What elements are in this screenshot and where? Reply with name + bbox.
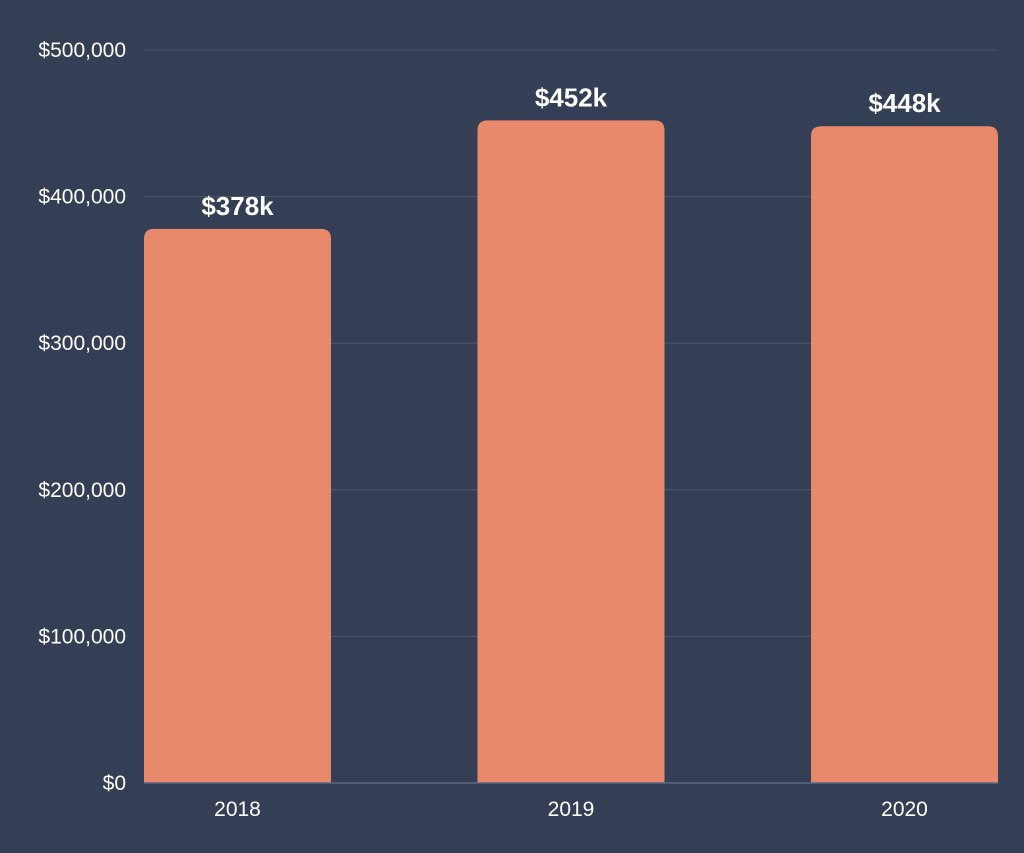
bar-2020 xyxy=(811,126,998,784)
y-tick-label: $0 xyxy=(103,772,126,795)
x-tick-label: 2018 xyxy=(214,798,261,821)
y-tick-label: $300,000 xyxy=(38,332,126,355)
y-tick-label: $100,000 xyxy=(38,625,126,648)
bar-2019 xyxy=(477,120,665,784)
x-axis: 2018 2019 2020 xyxy=(144,782,998,821)
y-axis: $0 $100,000 $200,000 $300,000 $400,000 $500,0… xyxy=(38,39,126,795)
y-tick-label: $200,000 xyxy=(38,479,126,502)
data-label: $378k xyxy=(201,191,274,221)
y-tick-label: $500,000 xyxy=(38,39,126,62)
bars xyxy=(144,120,998,784)
data-label: $448k xyxy=(868,88,941,118)
data-label: $452k xyxy=(535,82,608,112)
bar-2018 xyxy=(144,228,331,784)
x-tick-label: 2019 xyxy=(548,798,595,821)
y-tick-label: $400,000 xyxy=(38,186,126,209)
data-labels: $378k $452k $448k xyxy=(201,82,941,220)
x-tick-label: 2020 xyxy=(881,798,928,821)
